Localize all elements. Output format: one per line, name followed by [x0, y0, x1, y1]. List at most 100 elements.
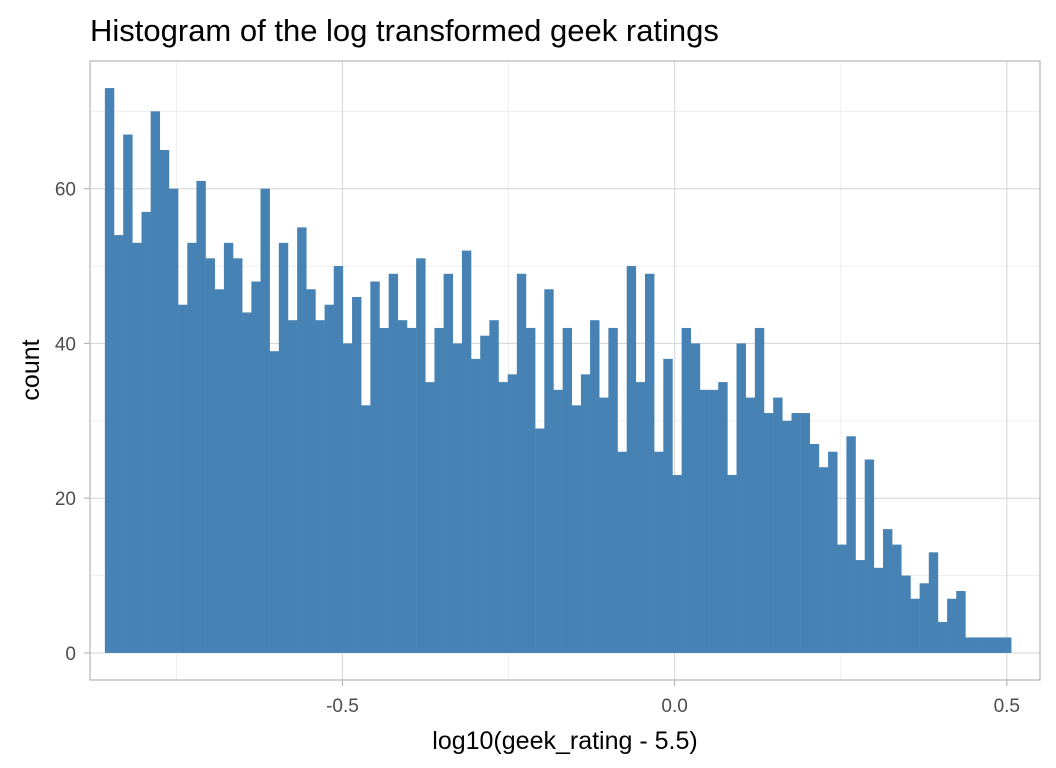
histogram-bar — [974, 637, 984, 653]
histogram-bar — [654, 451, 664, 653]
histogram-bar — [443, 273, 453, 653]
x-tick-label: 0.0 — [661, 696, 687, 717]
histogram-bar — [525, 327, 536, 653]
histogram-bar — [828, 451, 838, 653]
histogram-bar — [397, 320, 408, 653]
histogram-bar — [425, 382, 435, 653]
y-axis-title: count — [17, 339, 45, 400]
histogram-bar — [855, 560, 865, 653]
x-tick-label: 0.5 — [994, 696, 1020, 717]
histogram-bars — [104, 88, 1012, 653]
histogram-bar — [773, 397, 783, 653]
histogram-bar — [507, 374, 518, 653]
histogram-bar — [635, 382, 646, 653]
histogram-bar — [104, 88, 115, 653]
histogram-bar — [388, 273, 399, 653]
histogram-bar — [590, 320, 600, 653]
panel-border — [89, 60, 1041, 681]
histogram-bar — [608, 327, 618, 653]
histogram-bar — [745, 397, 756, 653]
histogram-bar — [846, 436, 856, 653]
histogram-bar — [901, 575, 911, 653]
histogram-bar — [379, 327, 389, 653]
histogram-bar — [965, 637, 975, 653]
histogram-bar — [178, 304, 188, 653]
histogram-bar — [196, 180, 206, 653]
histogram-bar — [114, 235, 124, 653]
histogram-bar — [269, 351, 280, 653]
histogram-bar — [287, 320, 298, 653]
histogram-bar — [187, 242, 197, 653]
histogram-bar — [809, 444, 820, 653]
histogram-bar — [141, 211, 151, 653]
histogram-bar — [919, 583, 930, 653]
histogram-bar — [837, 544, 847, 653]
histogram-bar — [956, 591, 966, 653]
y-tick-label: 20 — [55, 489, 76, 510]
histogram-bar — [992, 637, 1003, 653]
histogram-bar — [947, 598, 957, 653]
histogram-bar — [937, 621, 948, 653]
histogram-bar — [233, 258, 243, 653]
histogram-bar — [727, 474, 737, 653]
histogram-bar — [406, 327, 417, 653]
histogram-bar — [791, 413, 801, 653]
histogram-bar — [251, 281, 261, 653]
histogram-bar — [324, 304, 334, 653]
histogram-bar — [342, 343, 353, 653]
histogram-bar — [571, 405, 582, 653]
histogram-bar — [159, 149, 170, 653]
histogram-bar — [370, 281, 380, 653]
histogram-bar — [562, 327, 573, 653]
histogram-bar — [690, 343, 701, 653]
histogram-bar — [242, 312, 252, 653]
histogram-bar — [580, 374, 591, 653]
histogram-bar — [416, 258, 426, 653]
histogram-bar — [223, 242, 234, 653]
histogram-bar — [599, 397, 609, 653]
histogram-bar — [535, 428, 545, 653]
histogram-bar — [297, 227, 307, 653]
histogram-bar — [782, 420, 792, 653]
histogram-bar — [361, 405, 371, 653]
histogram-bar — [699, 389, 710, 653]
y-tick-label: 40 — [55, 334, 76, 355]
histogram-bar — [818, 467, 829, 653]
histogram-bar — [873, 567, 884, 653]
histogram-bar — [736, 343, 746, 653]
histogram-bar — [278, 242, 289, 653]
histogram-bar — [480, 335, 490, 653]
histogram-bar — [626, 266, 637, 653]
histogram-bar — [892, 544, 902, 653]
histogram-bar — [315, 320, 325, 653]
histogram-bar — [471, 358, 481, 653]
histogram-bar — [123, 134, 133, 653]
histogram-bar — [150, 111, 161, 653]
histogram-bar — [461, 250, 472, 653]
histogram-bar — [306, 289, 316, 653]
histogram-bar — [452, 343, 463, 653]
histogram-bar — [709, 389, 719, 653]
histogram-bar — [498, 382, 508, 653]
histogram-bar — [910, 598, 920, 653]
histogram-bar — [883, 529, 893, 653]
histogram-bar — [800, 413, 811, 653]
histogram-bar — [672, 474, 682, 653]
histogram-bar — [333, 266, 344, 653]
histogram-bar — [681, 327, 692, 653]
histogram-bar — [168, 188, 179, 653]
histogram-bar — [754, 327, 765, 653]
x-tick-label: -0.5 — [326, 696, 359, 717]
histogram-bar — [205, 258, 215, 653]
x-axis-title: log10(geek_rating - 5.5) — [432, 727, 697, 755]
histogram-bar — [645, 273, 655, 653]
histogram-bar — [983, 637, 994, 653]
histogram-bar — [864, 459, 875, 653]
histogram-bar — [553, 389, 563, 653]
chart-title: Histogram of the log transformed geek ra… — [90, 13, 719, 48]
histogram-bar — [489, 320, 499, 653]
histogram-bar — [352, 296, 362, 653]
histogram-bar — [764, 413, 774, 653]
histogram-bar — [260, 188, 270, 653]
